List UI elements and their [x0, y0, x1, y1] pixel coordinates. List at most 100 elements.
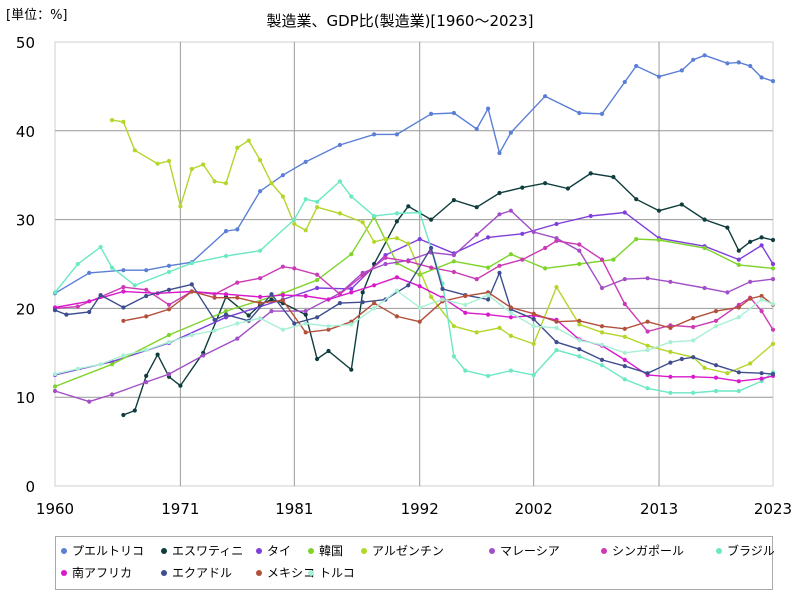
data-point [531, 341, 536, 346]
data-point [121, 119, 126, 124]
data-point [87, 309, 92, 315]
data-point [486, 293, 491, 298]
data-point [52, 290, 58, 295]
data-point [440, 286, 445, 291]
legend-label: ブラジル [727, 544, 775, 558]
legend-label: 韓国 [319, 544, 344, 558]
data-point [599, 357, 605, 362]
data-point [736, 257, 741, 262]
data-point [543, 94, 548, 99]
legend-swatch [489, 547, 495, 554]
data-point [166, 158, 172, 164]
data-point [406, 204, 411, 209]
data-point [531, 317, 536, 322]
data-point [531, 311, 536, 316]
data-point [725, 61, 730, 66]
data-point [474, 126, 479, 132]
data-point [645, 343, 650, 348]
series-4 [109, 118, 776, 376]
data-point [554, 285, 559, 290]
series-3 [52, 214, 776, 389]
legend-item: プエルトリコ [61, 542, 144, 559]
data-point [497, 212, 502, 217]
data-point [770, 266, 776, 271]
data-point [770, 261, 776, 267]
data-point [645, 329, 650, 334]
x-tick-label: 2013 [640, 500, 678, 518]
data-point [474, 232, 479, 237]
data-point [554, 319, 559, 324]
data-point [577, 110, 582, 116]
x-tick-label: 1971 [161, 500, 199, 518]
data-point [269, 292, 274, 297]
data-point [189, 332, 194, 338]
legend-item: メキシコ [256, 564, 315, 581]
data-point [235, 295, 240, 300]
data-point [691, 316, 696, 321]
data-point [144, 380, 149, 385]
data-point [748, 279, 753, 284]
data-point [748, 296, 753, 301]
data-point [588, 213, 593, 219]
data-point [394, 314, 399, 319]
data-point [223, 181, 229, 186]
data-point [577, 242, 582, 247]
legend-label: マレーシア [500, 544, 560, 558]
data-point [599, 342, 605, 347]
data-point [155, 161, 160, 166]
data-point [166, 340, 172, 345]
data-point [349, 286, 354, 291]
data-point [372, 301, 377, 306]
data-point [463, 310, 468, 315]
data-point [417, 319, 422, 324]
data-point [702, 285, 707, 291]
legend-swatch [308, 547, 314, 554]
legend-label: エスワティニ [172, 544, 244, 558]
data-point [531, 372, 536, 378]
legend-item: エクアドル [161, 564, 232, 581]
data-point [497, 263, 502, 268]
data-point [383, 237, 388, 242]
data-point [394, 288, 399, 293]
legend-item: ブラジル [716, 542, 775, 559]
data-point [486, 106, 491, 111]
data-point [463, 368, 468, 373]
data-point [520, 231, 525, 236]
data-point [360, 220, 365, 225]
data-point [622, 350, 627, 355]
legend-item: マレーシア [489, 542, 560, 559]
data-point [634, 237, 639, 242]
data-point [337, 301, 342, 306]
data-point [303, 228, 308, 233]
data-point [280, 173, 285, 178]
data-point [497, 150, 502, 156]
data-point [212, 295, 217, 300]
data-point [372, 132, 377, 137]
data-point [292, 217, 297, 222]
data-point [577, 347, 582, 352]
data-point [121, 305, 126, 310]
data-point [315, 356, 320, 362]
data-point [201, 162, 206, 167]
data-point [440, 297, 445, 302]
legend-swatch [601, 547, 607, 554]
data-point [235, 280, 240, 285]
data-point [315, 272, 320, 277]
data-point [668, 340, 673, 345]
data-point [315, 199, 320, 204]
data-point [349, 252, 354, 257]
data-point [770, 341, 776, 346]
data-point [349, 290, 354, 295]
data-point [52, 384, 58, 389]
data-point [337, 179, 342, 184]
data-point [303, 312, 308, 317]
x-tick-label: 1960 [36, 500, 74, 518]
data-point [736, 370, 741, 375]
legend-swatch [61, 547, 67, 554]
data-point [144, 314, 149, 319]
data-point [429, 217, 434, 222]
data-point [109, 392, 115, 397]
data-point [770, 301, 776, 307]
data-point [303, 309, 308, 314]
data-point [451, 269, 456, 275]
